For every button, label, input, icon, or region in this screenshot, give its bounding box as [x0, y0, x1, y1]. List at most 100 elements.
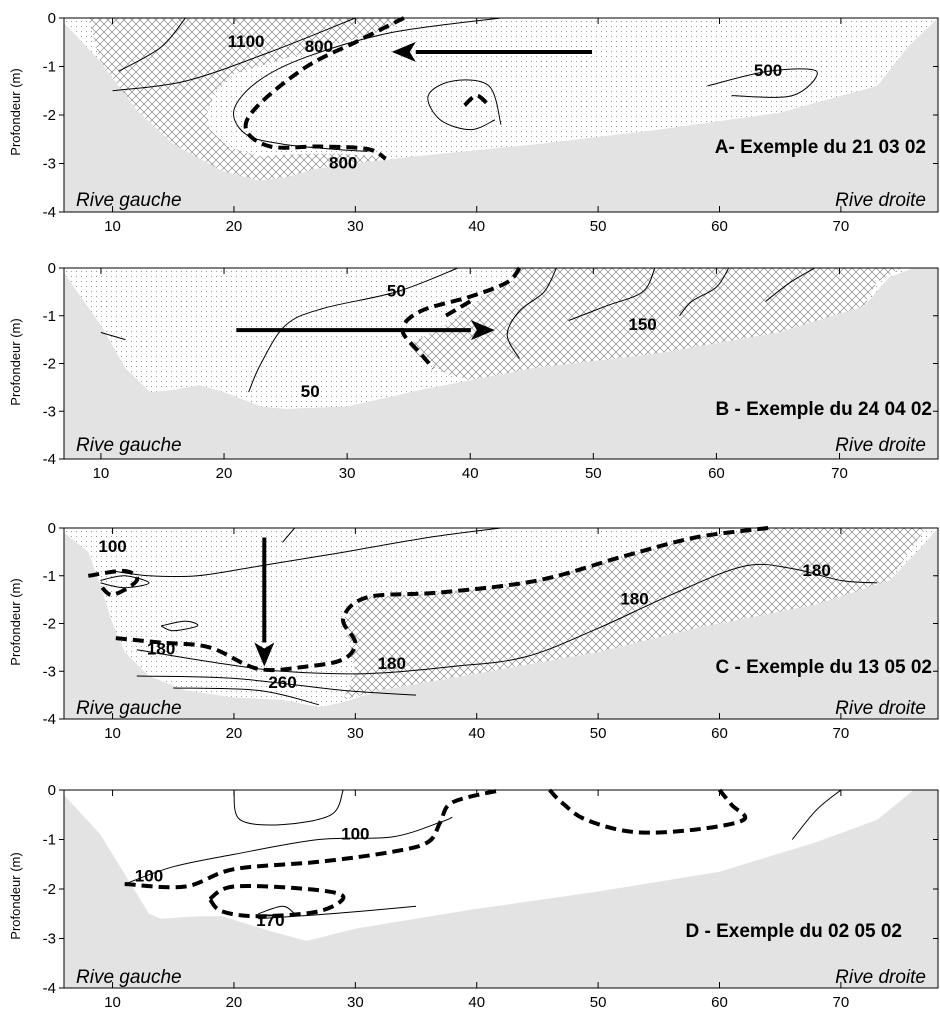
y-tick-label: -2: [43, 881, 56, 898]
y-tick-label: 0: [48, 10, 56, 27]
contour-label: 180: [620, 589, 648, 608]
contour-label: 50: [301, 382, 320, 401]
contour-line: [233, 789, 344, 826]
y-axis-title: Profondeur (m): [8, 578, 23, 665]
y-tick-label: -2: [43, 356, 56, 373]
x-tick-label: 20: [226, 725, 243, 742]
bank-left-label: Rive gauche: [76, 435, 182, 456]
y-tick-label: -4: [43, 980, 56, 997]
y-tick-label: 0: [48, 260, 56, 277]
y-tick-label: -3: [43, 156, 56, 173]
bank-left-label: Rive gauche: [76, 190, 182, 211]
contour-line: [233, 17, 502, 152]
contour-line: [248, 267, 459, 393]
contour-label: 150: [628, 315, 656, 334]
y-tick-label: -3: [43, 931, 56, 948]
x-tick-label: 10: [104, 994, 121, 1011]
bank-left-label: Rive gauche: [76, 967, 182, 988]
contour-label: 180: [802, 561, 830, 580]
panel-title: B - Exemple du 24 04 02: [716, 399, 933, 420]
panel-title: D - Exemple du 02 05 02: [686, 921, 903, 942]
panel-title: C - Exemple du 13 05 02: [716, 657, 933, 678]
y-tick-label: -4: [43, 711, 56, 728]
bank-right-label: Rive droite: [835, 698, 926, 719]
dashed-boundary: [112, 526, 769, 673]
y-tick-label: 0: [48, 782, 56, 799]
panel-c: Profondeur (m) 100 180 180 180 180 260 10 20 30 4…: [8, 520, 939, 742]
dashed-boundary: [444, 299, 472, 318]
x-tick-label: 50: [590, 994, 607, 1011]
x-tick-label: 70: [831, 465, 848, 482]
x-tick-label: 60: [708, 465, 725, 482]
y-tick-label: -1: [43, 832, 56, 849]
contour-line: [427, 79, 502, 131]
contour-line: [707, 68, 818, 98]
contour-label: 800: [329, 153, 357, 172]
x-tick-label: 20: [216, 465, 233, 482]
river-bed: [64, 268, 938, 459]
dashed-boundary: [88, 568, 140, 597]
x-tick-label: 30: [339, 465, 356, 482]
contour-line: [112, 17, 356, 92]
dashed-boundary: [400, 266, 522, 370]
contour-line: [118, 17, 186, 72]
contour-line: [791, 789, 842, 840]
y-axis-title: Profondeur (m): [8, 68, 23, 155]
contour-label: 180: [147, 640, 175, 659]
y-tick-label: -4: [43, 204, 56, 221]
x-tick-label: 70: [833, 994, 850, 1011]
x-tick-label: 40: [468, 994, 485, 1011]
contour-line: [173, 687, 320, 706]
contour-label: 1100: [228, 32, 265, 51]
x-tick-label: 60: [711, 994, 728, 1011]
contour-line: [282, 527, 295, 543]
panel-a: Profondeur (m) 1100 800 500 800 10 20 30 40 50 60…: [8, 10, 939, 235]
x-tick-label: 10: [104, 725, 121, 742]
river-bed: [64, 18, 938, 212]
bank-right-label: Rive droite: [835, 967, 926, 988]
crosshatch-zone: [88, 18, 417, 181]
x-tick-label: 70: [833, 218, 850, 235]
x-tick-label: 10: [93, 465, 110, 482]
flow-arrow-head: [254, 642, 275, 667]
y-tick-label: -1: [43, 59, 56, 76]
flow-arrow-head: [391, 41, 416, 62]
contour-line: [160, 620, 199, 632]
x-tick-label: 70: [833, 725, 850, 742]
x-tick-label: 20: [226, 218, 243, 235]
contour-label: 180: [378, 654, 406, 673]
x-tick-label: 30: [347, 725, 364, 742]
river-bed: [64, 528, 938, 719]
panel-b: Profondeur (m) 50 150 50 10 20 30 40 50 60 70 0 -1 -…: [8, 260, 939, 482]
contour-label: 500: [754, 61, 782, 80]
x-tick-label: 50: [590, 725, 607, 742]
x-tick-label: 40: [462, 465, 479, 482]
x-tick-label: 60: [711, 218, 728, 235]
contour-label: 170: [256, 911, 284, 930]
contour-label: 100: [135, 867, 163, 886]
bank-left-label: Rive gauche: [76, 698, 182, 719]
plot-area: 50 150 50 10 20 30 40 50 60 70 0 -1 -2 -3 -4: [43, 260, 939, 482]
x-tick-label: 40: [468, 218, 485, 235]
y-tick-label: -1: [43, 308, 56, 325]
contour-line: [100, 332, 126, 341]
contour-line: [568, 267, 656, 321]
dashed-boundary: [208, 883, 346, 919]
contour-line: [258, 905, 295, 915]
x-tick-label: 30: [347, 994, 364, 1011]
x-tick-label: 50: [585, 465, 602, 482]
panel-title: A- Exemple du 21 03 02: [715, 137, 926, 158]
x-tick-label: 10: [104, 218, 121, 235]
dashed-boundary: [243, 16, 405, 161]
contour-label: 260: [268, 673, 296, 692]
contour-line: [100, 575, 150, 589]
y-tick-label: -2: [43, 616, 56, 633]
contour-line: [765, 267, 816, 302]
contour-line: [679, 267, 730, 317]
crosshatch-zone: [408, 268, 902, 381]
y-axis-title: Profondeur (m): [8, 318, 23, 405]
y-tick-label: -3: [43, 663, 56, 680]
dashed-boundary: [124, 788, 502, 890]
x-tick-label: 20: [226, 994, 243, 1011]
